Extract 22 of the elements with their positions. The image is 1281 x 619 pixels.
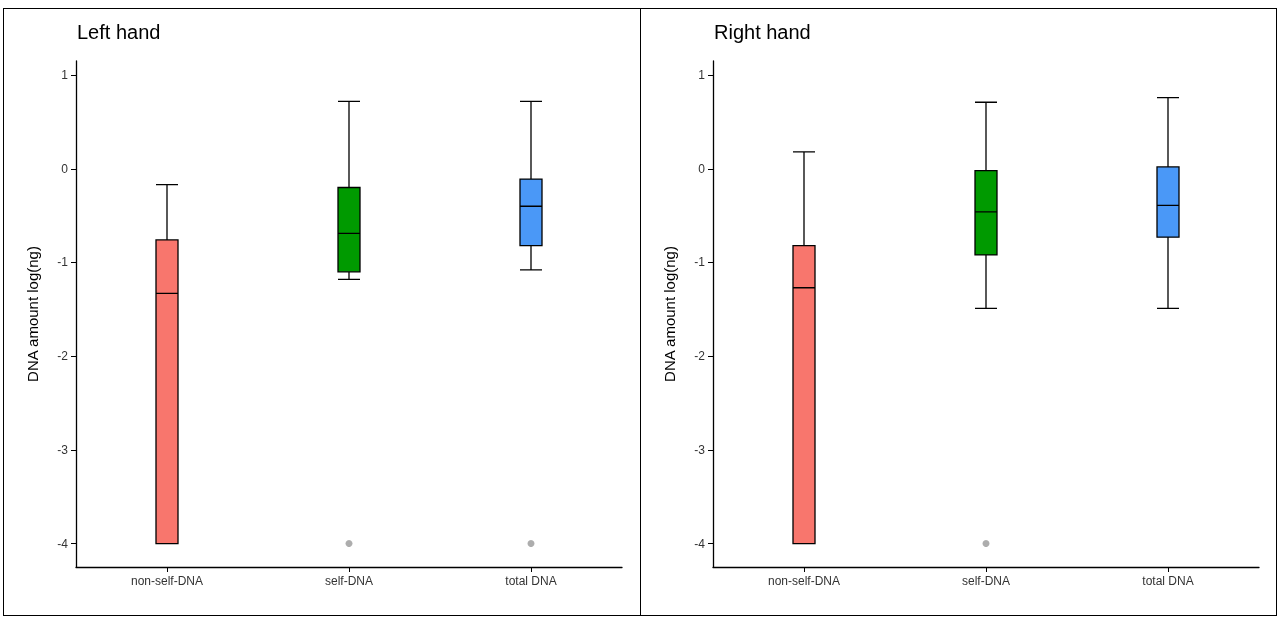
x-tick-label: non-self-DNA (767, 574, 840, 588)
x-tick-label: total DNA (1141, 574, 1194, 588)
chart-title: Right hand (713, 21, 811, 43)
y-tick-label: -4 (57, 536, 69, 551)
y-tick-label: -1 (57, 255, 69, 270)
x-tick-label: self-DNA (324, 574, 374, 588)
x-tick-label: self-DNA (961, 574, 1010, 588)
x-tick-label: total DNA (505, 574, 557, 588)
chart-title: Left hand (77, 21, 161, 43)
y-tick-label: -3 (57, 442, 69, 457)
y-tick-label: -2 (57, 349, 69, 364)
y-tick-label: -2 (693, 349, 705, 364)
y-tick-label: -4 (693, 536, 705, 551)
y-tick-label: 0 (697, 161, 705, 176)
y-axis-title: DNA amount log(ng) (660, 246, 678, 382)
y-tick-label: 1 (61, 68, 69, 83)
y-tick-label: -1 (693, 255, 705, 270)
x-tick-label: non-self-DNA (130, 574, 204, 588)
y-axis-title: DNA amount log(ng) (24, 246, 41, 382)
y-tick-label: 1 (697, 68, 705, 83)
y-tick-label: -3 (693, 442, 705, 457)
y-tick-label: 0 (61, 161, 69, 176)
